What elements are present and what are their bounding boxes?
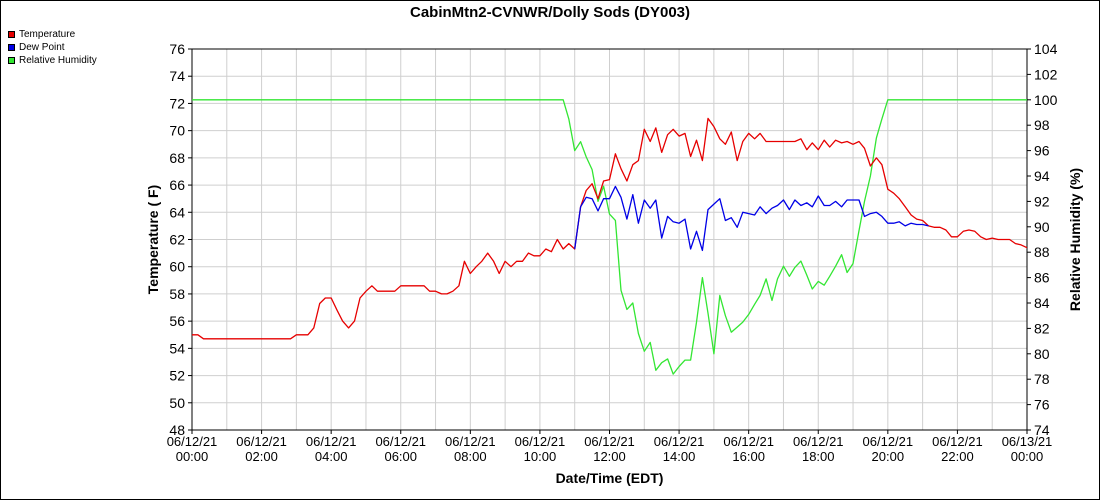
- y-right-tick-label: 82: [1034, 320, 1050, 336]
- series-line-temperature: [192, 117, 1027, 340]
- y-left-tick-label: 60: [169, 259, 185, 275]
- x-tick-label-time: 22:00: [941, 449, 974, 464]
- legend-item-relative-humidity: Relative Humidity: [8, 54, 97, 67]
- y-right-tick-label: 88: [1034, 244, 1050, 260]
- x-tick-label-date: 06/12/21: [445, 434, 496, 449]
- y-right-tick-label: 78: [1034, 371, 1050, 387]
- x-tick-label-date: 06/12/21: [306, 434, 357, 449]
- y-left-tick-label: 56: [169, 313, 185, 329]
- x-tick-label-time: 12:00: [593, 449, 626, 464]
- y-left-tick-label: 64: [169, 204, 185, 220]
- x-tick-label-date: 06/12/21: [515, 434, 566, 449]
- x-tick-label-date: 06/12/21: [167, 434, 218, 449]
- y-left-tick-label: 52: [169, 368, 185, 384]
- chart-title: CabinMtn2-CVNWR/Dolly Sods (DY003): [409, 4, 691, 21]
- y-right-tick-label: 100: [1034, 92, 1058, 108]
- y-left-tick-label: 58: [169, 286, 185, 302]
- y-right-axis-label: Relative Humidity (%): [1067, 168, 1083, 311]
- y-left-tick-label: 54: [169, 340, 185, 356]
- x-tick-label-time: 14:00: [663, 449, 696, 464]
- x-tick-label-date: 06/12/21: [793, 434, 844, 449]
- y-right-tick-label: 94: [1034, 168, 1050, 184]
- x-tick-label-date: 06/12/21: [723, 434, 774, 449]
- series-line-relative-humidity: [192, 99, 1027, 375]
- y-right-tick-label: 104: [1034, 41, 1058, 57]
- legend: Temperature Dew Point Relative Humidity: [8, 28, 97, 67]
- legend-label-dew-point: Dew Point: [19, 42, 65, 53]
- x-tick-label-time: 16:00: [732, 449, 765, 464]
- y-right-tick-label: 102: [1034, 66, 1058, 82]
- y-right-tick-label: 80: [1034, 346, 1050, 362]
- legend-label-relative-humidity: Relative Humidity: [19, 55, 97, 66]
- x-tick-label-date: 06/12/21: [932, 434, 983, 449]
- y-right-tick-label: 96: [1034, 143, 1050, 159]
- x-tick-label-date: 06/12/21: [375, 434, 426, 449]
- y-right-tick-label: 92: [1034, 193, 1050, 209]
- legend-swatch-dew-point: [8, 44, 15, 51]
- x-tick-label-date: 06/13/21: [1002, 434, 1053, 449]
- x-tick-label-date: 06/12/21: [654, 434, 705, 449]
- x-tick-label-time: 18:00: [802, 449, 835, 464]
- y-left-axis-label: Temperature ( F): [145, 185, 161, 294]
- y-left-tick-label: 74: [169, 68, 185, 84]
- x-tick-label-time: 02:00: [245, 449, 278, 464]
- y-right-tick-label: 98: [1034, 117, 1050, 133]
- plot-border: [191, 48, 1028, 431]
- y-right-tick-label: 74: [1034, 422, 1050, 438]
- legend-item-dew-point: Dew Point: [8, 41, 97, 54]
- y-left-tick-label: 68: [169, 150, 185, 166]
- x-tick-label-time: 20:00: [872, 449, 905, 464]
- legend-swatch-relative-humidity: [8, 57, 15, 64]
- x-tick-label-time: 00:00: [1011, 449, 1044, 464]
- legend-label-temperature: Temperature: [19, 29, 76, 40]
- y-left-tick-label: 50: [169, 395, 185, 411]
- y-left-tick-label: 62: [169, 232, 185, 248]
- y-left-tick-label: 70: [169, 123, 185, 139]
- y-right-tick-label: 86: [1034, 270, 1050, 286]
- y-left-tick-label: 48: [169, 422, 185, 438]
- y-left-tick-label: 76: [169, 41, 185, 57]
- legend-swatch-temperature: [8, 31, 15, 38]
- x-tick-label-time: 06:00: [384, 449, 417, 464]
- x-axis-label: Date/Time (EDT): [556, 470, 664, 486]
- x-tick-label-date: 06/12/21: [584, 434, 635, 449]
- x-tick-label-date: 06/12/21: [236, 434, 287, 449]
- series-line-dew-point: [574, 185, 929, 252]
- legend-item-temperature: Temperature: [8, 28, 97, 41]
- x-tick-label-time: 10:00: [524, 449, 557, 464]
- x-tick-label-time: 08:00: [454, 449, 487, 464]
- y-left-tick-label: 72: [169, 95, 185, 111]
- y-left-tick-label: 66: [169, 177, 185, 193]
- y-right-tick-label: 90: [1034, 219, 1050, 235]
- x-tick-label-time: 00:00: [176, 449, 209, 464]
- y-right-tick-label: 84: [1034, 295, 1050, 311]
- x-tick-label-date: 06/12/21: [863, 434, 914, 449]
- y-right-tick-label: 76: [1034, 397, 1050, 413]
- x-tick-label-time: 04:00: [315, 449, 348, 464]
